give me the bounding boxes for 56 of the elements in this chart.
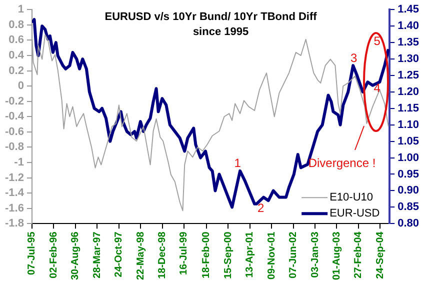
annotation: 2 <box>258 200 264 215</box>
y2-tick-label: 0.95 <box>398 168 420 180</box>
x-tick-label: 07-Jul-95 <box>26 231 38 275</box>
legend-label: EUR-USD <box>330 208 380 220</box>
x-tick-label: 13-Apr-01 <box>244 231 256 278</box>
y-tick-label: 0.2 <box>8 64 24 77</box>
y2-tick-label: 1.00 <box>398 152 420 164</box>
y2-tick-label: 0.90 <box>398 184 420 197</box>
legend-label: E10-U10 <box>330 192 374 204</box>
y-tick-label: -1 <box>14 156 24 169</box>
x-tick-label: 28-Mar-97 <box>92 231 103 278</box>
x-tick-label: 18-Dec-98 <box>157 231 168 279</box>
y2-tick-label: 1.20 <box>398 86 420 98</box>
x-tick-label: 27-Feb-04 <box>353 231 364 278</box>
y2-tick-label: 1.15 <box>398 102 420 114</box>
x-tick-label: 18-Feb-00 <box>201 231 212 278</box>
y-tick-label: 0.8 <box>8 18 24 31</box>
y2-tick-label: 1.05 <box>398 135 420 148</box>
y-tick-label: -0.2 <box>4 95 24 108</box>
x-tick-label: 15-Sep-00 <box>222 231 234 279</box>
y-tick-label: -1.2 <box>4 172 24 184</box>
annotation: 1 <box>234 156 242 170</box>
y2-tick-label: 0.80 <box>398 218 420 230</box>
annotation: Divergence ! <box>308 156 376 170</box>
y2-tick-label: 1.40 <box>398 20 420 32</box>
x-tick-label: 07-Jun-02 <box>288 231 300 278</box>
x-tick-label: 03-Jan-03 <box>310 231 321 278</box>
y2-tick-label: 1.25 <box>398 69 420 82</box>
annotation: 5 <box>374 34 381 48</box>
y-tick-label: -0.6 <box>4 126 24 138</box>
y-tick-label: 1 <box>18 4 24 16</box>
y-tick-label: -0.8 <box>4 141 24 154</box>
y-tick-label: -1.6 <box>4 202 24 214</box>
text: since 1995 <box>192 26 249 38</box>
x-tick-label: 01-Aug-03 <box>331 231 342 280</box>
x-tick-label: 09-Nov-01 <box>266 231 278 280</box>
y2-tick-label: 1.35 <box>398 36 420 49</box>
y2-tick-label: 1.30 <box>398 53 420 66</box>
annotation: 4 <box>374 81 381 96</box>
y-tick-label: -1.4 <box>4 187 25 200</box>
y-tick-label: 0.4 <box>8 49 25 62</box>
y-tick-label: -0.4 <box>4 110 25 123</box>
annotation: 3 <box>350 51 358 66</box>
y-tick-label: 0.6 <box>8 34 24 46</box>
y2-tick-label: 1.10 <box>398 118 420 131</box>
x-tick-label: 30-Aug-96 <box>70 231 82 280</box>
y-tick-label: 0 <box>18 80 24 92</box>
y2-tick-label: 0.85 <box>398 201 420 214</box>
x-tick-label: 24-Oct-97 <box>114 231 125 278</box>
y2-tick-label: 1.45 <box>398 4 420 16</box>
x-tick-label: 22-May-98 <box>135 231 146 280</box>
chart-title: EURUSD v/s 10Yr Bund/ 10Yr TBond Diff <box>104 11 318 24</box>
x-tick-label: 16-Jul-99 <box>178 231 190 275</box>
x-tick-label: 02-Feb-96 <box>48 231 60 278</box>
x-tick-label: 24-Sep-04 <box>374 231 386 279</box>
y-tick-label: -1.8 <box>4 218 24 230</box>
